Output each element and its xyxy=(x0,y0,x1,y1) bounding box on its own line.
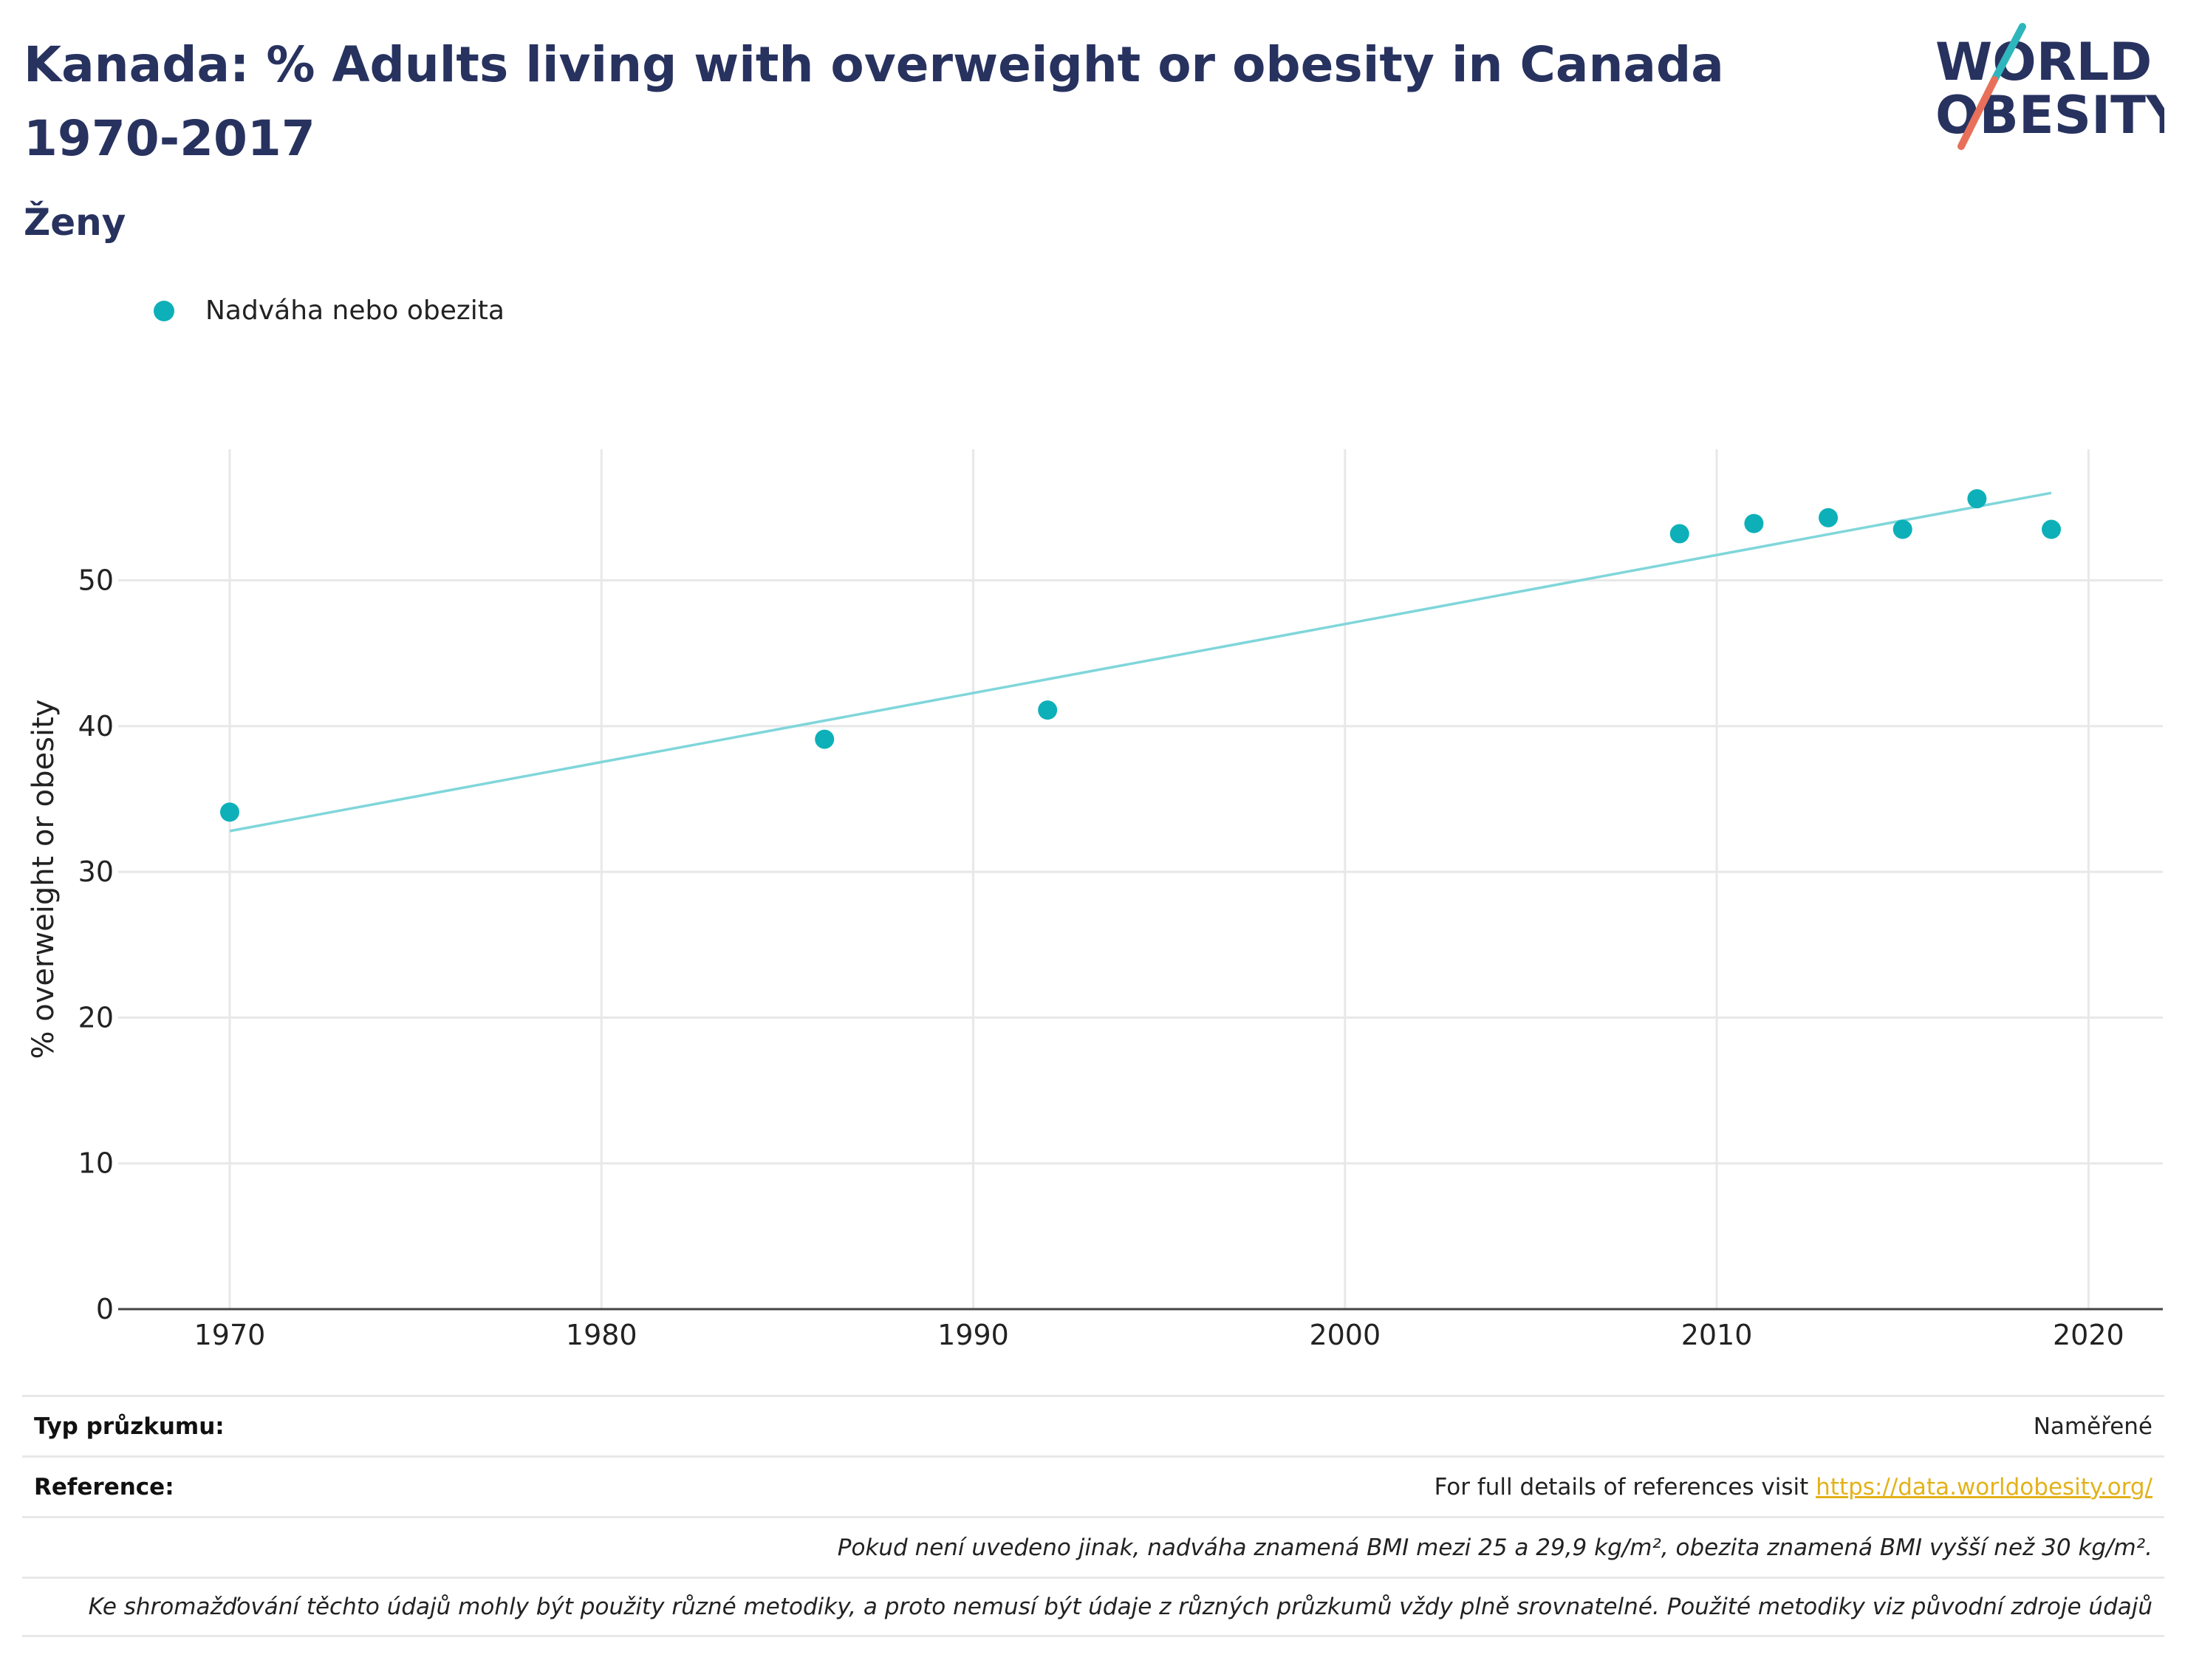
y-tick-label: 0 xyxy=(96,1293,114,1325)
x-tick-label: 1990 xyxy=(937,1319,1009,1351)
y-axis-label: % overweight or obesity xyxy=(27,700,61,1059)
y-tick-label: 30 xyxy=(78,856,114,888)
chart-title: Kanada: % Adults living with overweight … xyxy=(24,36,1724,167)
world-obesity-logo: WORLD OBESITY xyxy=(1935,23,2164,150)
footer-row-survey-type: Typ průzkumu: Naměřené xyxy=(22,1395,2164,1455)
survey-type-value: Naměřené xyxy=(2033,1413,2152,1440)
legend-label: Nadváha nebo obezita xyxy=(205,296,505,326)
reference-link[interactable]: https://data.worldobesity.org/ xyxy=(1816,1473,2152,1500)
data-point xyxy=(1038,700,1058,720)
x-tick-label: 2010 xyxy=(1681,1319,1753,1351)
logo-slash-teal xyxy=(1991,23,2026,83)
data-point xyxy=(219,802,239,822)
logo-slash-red xyxy=(1957,76,1998,150)
x-tick-label: 2020 xyxy=(2053,1319,2124,1351)
legend-marker xyxy=(154,300,174,321)
x-tick-label: 1970 xyxy=(194,1319,266,1351)
survey-type-label: Typ průzkumu: xyxy=(34,1413,225,1440)
data-point xyxy=(1669,524,1689,544)
y-tick-label: 20 xyxy=(78,1001,114,1034)
trend-line xyxy=(229,491,2052,833)
x-tick-label: 2000 xyxy=(1309,1319,1381,1351)
reference-value: For full details of references visit htt… xyxy=(1435,1474,2152,1500)
data-point xyxy=(2042,519,2062,539)
x-tick-label: 1980 xyxy=(566,1319,637,1351)
reference-label: Reference: xyxy=(34,1473,174,1500)
y-tick-label: 10 xyxy=(78,1147,114,1180)
footer-row-note-methods: Ke shromažďování těchto údajů mohly být … xyxy=(22,1577,2164,1637)
reference-text: For full details of references visit xyxy=(1434,1473,1816,1500)
data-point xyxy=(1967,489,1987,509)
methodology-note: Ke shromažďování těchto údajů mohly být … xyxy=(88,1594,2152,1620)
logo-word-world: WORLD xyxy=(1935,32,2152,92)
y-tick-label: 40 xyxy=(78,710,114,742)
legend: Nadváha nebo obezita xyxy=(154,296,505,326)
data-point xyxy=(815,729,835,749)
data-point xyxy=(1744,513,1764,533)
footer-table: Typ průzkumu: Naměřené Reference: For fu… xyxy=(22,1395,2164,1637)
chart-subtitle: Ženy xyxy=(24,201,126,244)
y-tick-label: 50 xyxy=(78,564,114,597)
scatter-chart: 1970 1980 1990 2000 2010 2020 0 10 20 30 40 50 % ove… xyxy=(27,449,2163,1351)
footer-row-note-definitions: Pokud není uvedeno jinak, nadváha znamen… xyxy=(22,1516,2164,1577)
data-point xyxy=(1892,519,1912,539)
definition-note: Pokud není uvedeno jinak, nadváha znamen… xyxy=(837,1534,2152,1561)
data-point xyxy=(1819,508,1839,527)
footer-row-reference: Reference: For full details of reference… xyxy=(22,1455,2164,1516)
